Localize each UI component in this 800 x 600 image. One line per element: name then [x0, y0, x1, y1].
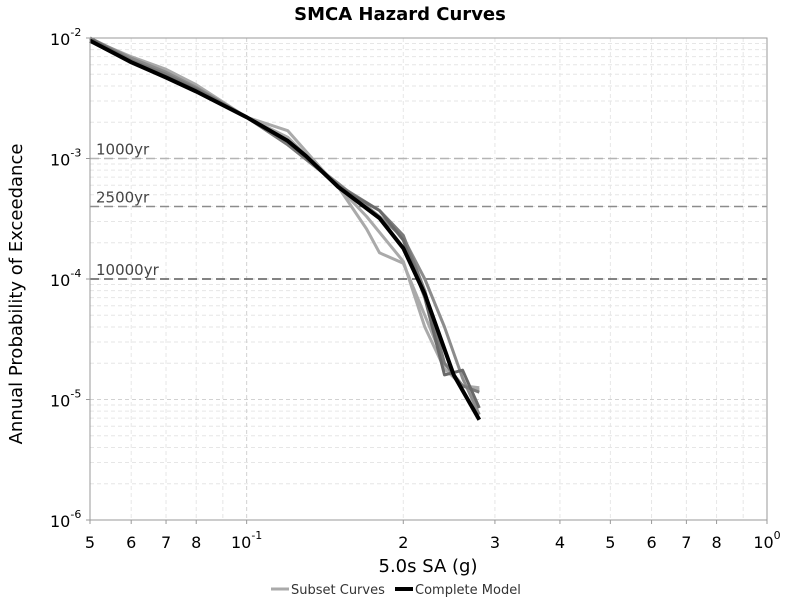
x-tick-labels: 5 6 7 8 10-1 2 3 4 5 6 7 8 100	[85, 520, 781, 552]
subset-curve-line	[89, 36, 481, 416]
reference-lines: 1000yr 2500yr 10000yr	[90, 141, 767, 280]
x-tick-label: 7	[161, 533, 171, 552]
y-tick-label: 10-3	[50, 147, 81, 170]
x-tick-label: 10-1	[231, 529, 262, 552]
x-tick-label: 4	[555, 533, 565, 552]
subset-curve-line	[89, 37, 480, 390]
x-tick-label: 2	[398, 533, 408, 552]
x-tick-label: 8	[191, 533, 201, 552]
legend-label-subset: Subset Curves	[291, 583, 385, 598]
subset-curve-line	[89, 36, 480, 394]
chart-title: SMCA Hazard Curves	[294, 4, 506, 25]
x-tick-label: 3	[490, 533, 500, 552]
x-tick-label: 5	[605, 533, 615, 552]
subset-curve-line	[89, 37, 481, 409]
x-tick-label: 5	[85, 533, 95, 552]
reference-label-10000yr: 10000yr	[96, 261, 160, 279]
x-tick-label: 8	[711, 533, 721, 552]
reference-label-1000yr: 1000yr	[96, 141, 150, 159]
y-tick-label: 10-4	[50, 267, 81, 290]
reference-label-2500yr: 2500yr	[96, 188, 150, 206]
legend: Subset Curves Complete Model	[271, 583, 521, 598]
y-tick-labels: 10-2 10-3 10-4 10-5 10-6	[50, 26, 90, 531]
x-axis-label: 5.0s SA (g)	[379, 556, 478, 577]
x-tick-label: 6	[126, 533, 136, 552]
subset-curve-line	[89, 39, 480, 392]
y-axis-label: Annual Probability of Exceedance	[6, 144, 27, 445]
series-layer	[89, 36, 482, 421]
legend-label-complete: Complete Model	[415, 583, 521, 598]
y-tick-label: 10-5	[50, 388, 81, 411]
x-tick-label: 100	[753, 529, 780, 552]
y-tick-label: 10-2	[50, 26, 81, 49]
x-tick-label: 6	[646, 533, 656, 552]
y-tick-label: 10-6	[50, 508, 81, 531]
x-tick-label: 7	[681, 533, 691, 552]
complete-model-line	[89, 38, 482, 421]
